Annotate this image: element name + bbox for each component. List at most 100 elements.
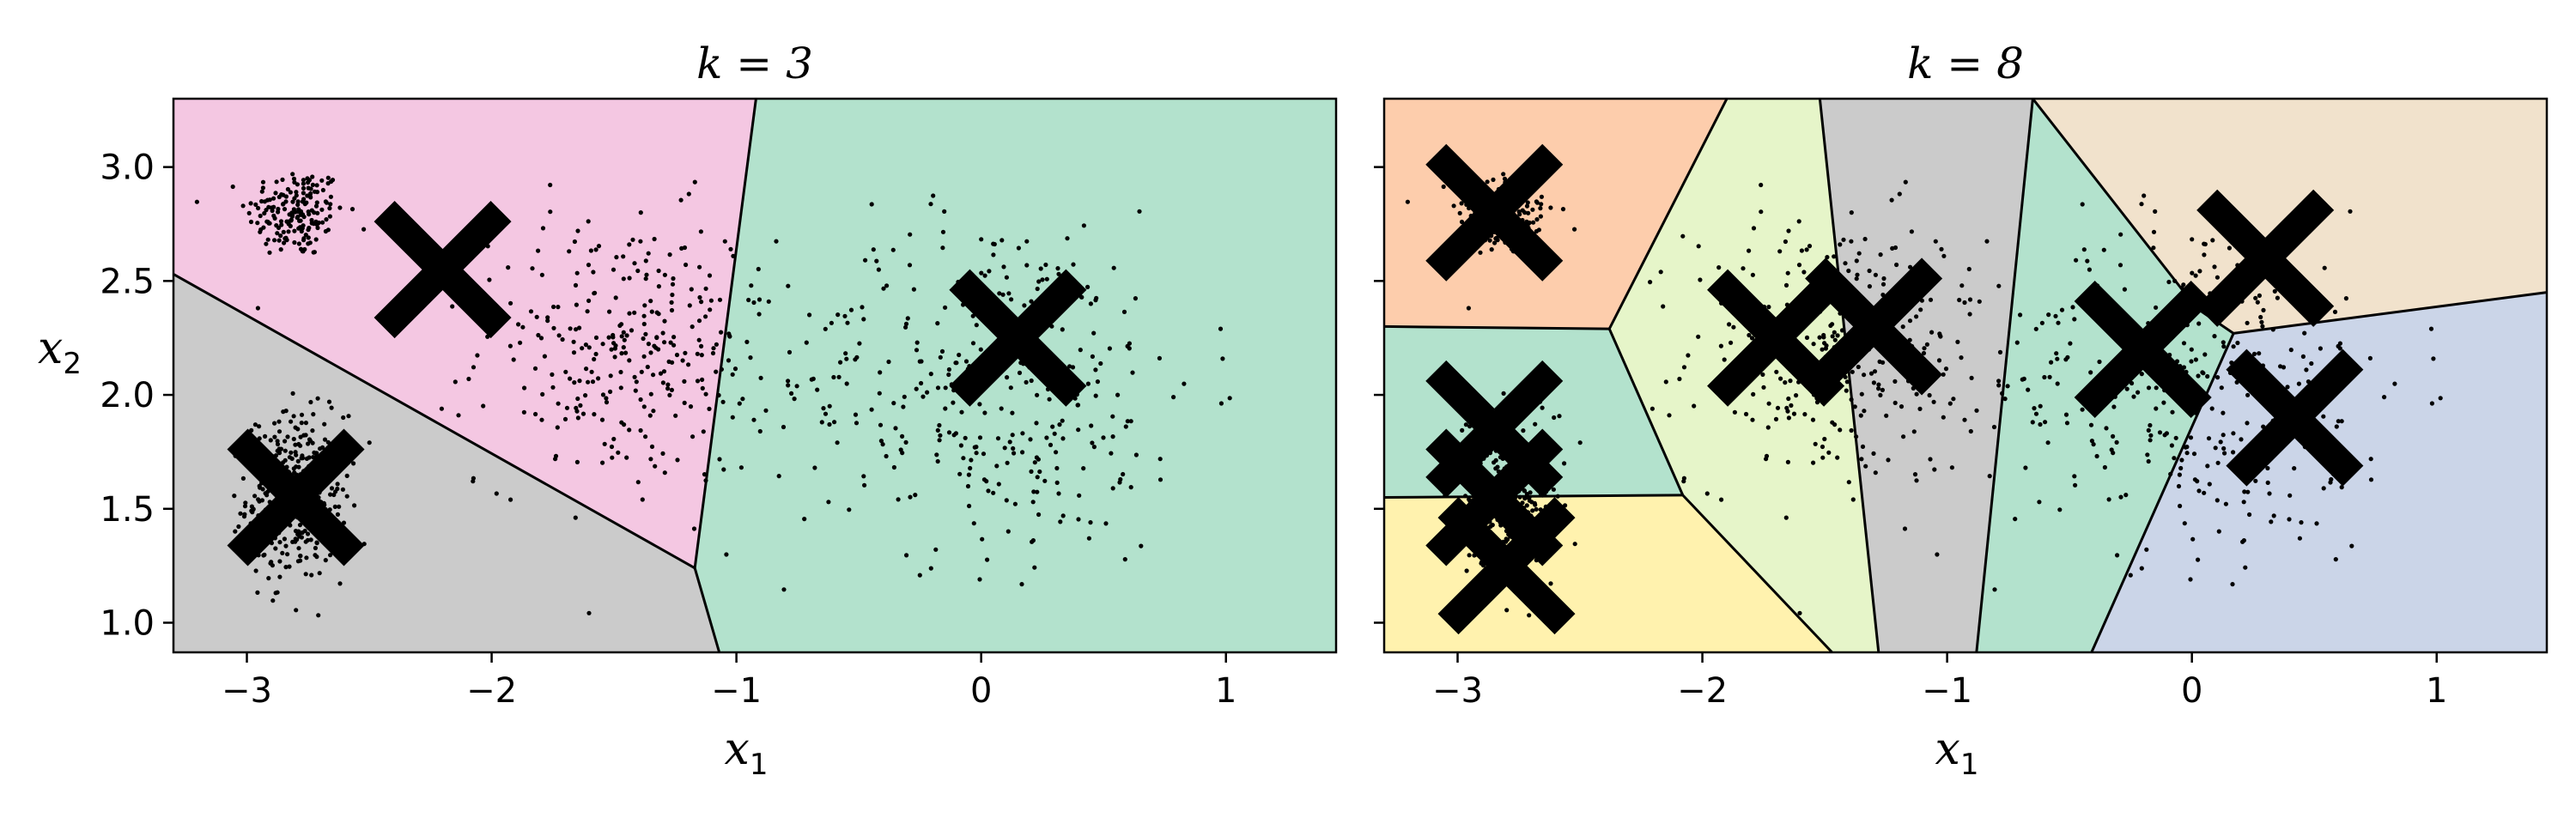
data-point	[2392, 381, 2397, 386]
data-point	[2072, 317, 2077, 322]
data-point	[1071, 262, 1076, 267]
data-point	[819, 420, 824, 425]
data-point	[2314, 521, 2319, 526]
data-point	[1941, 415, 1946, 420]
data-point	[317, 571, 322, 576]
data-point	[2142, 193, 2147, 198]
data-point	[2085, 258, 2090, 264]
data-point	[978, 347, 983, 352]
data-point	[673, 413, 678, 418]
data-point	[281, 202, 286, 207]
data-point	[1081, 466, 1086, 471]
data-point	[643, 331, 648, 336]
data-point	[904, 553, 909, 558]
data-point	[1830, 334, 1835, 339]
data-point	[246, 210, 252, 215]
data-point	[466, 376, 471, 382]
data-point	[1893, 400, 1898, 405]
data-point	[1813, 441, 1818, 446]
data-point	[1811, 460, 1816, 465]
data-point	[1006, 291, 1012, 296]
data-point	[312, 250, 317, 255]
data-point	[728, 246, 733, 251]
data-point	[869, 407, 874, 412]
data-point	[1928, 457, 1933, 462]
data-point	[1010, 433, 1015, 438]
data-point	[1534, 506, 1539, 512]
data-point	[306, 235, 311, 240]
data-point	[2200, 370, 2205, 375]
data-point	[1056, 271, 1061, 276]
data-point	[508, 300, 513, 306]
data-point	[1000, 292, 1005, 297]
data-point	[2088, 370, 2093, 375]
data-point	[337, 205, 343, 210]
data-point	[671, 342, 677, 348]
data-point	[2216, 529, 2221, 534]
data-point	[240, 203, 246, 209]
data-point	[280, 177, 285, 182]
data-point	[675, 457, 680, 463]
data-point	[1078, 348, 1083, 353]
data-point	[1110, 434, 1115, 439]
data-point	[1024, 379, 1029, 385]
data-point	[1133, 452, 1139, 457]
data-point	[1171, 395, 1176, 400]
data-point	[1921, 350, 1927, 356]
x-tick-label: −2	[1677, 671, 1728, 711]
data-point	[1893, 379, 1898, 384]
data-point	[1076, 517, 1081, 522]
data-point	[1060, 436, 1066, 441]
data-point	[1501, 391, 1506, 396]
data-point	[2348, 209, 2353, 214]
data-point	[314, 190, 320, 195]
data-point	[682, 400, 687, 405]
data-point	[641, 321, 647, 327]
data-point	[1951, 397, 1956, 402]
data-point	[1821, 335, 1826, 340]
data-point	[260, 185, 265, 191]
data-point	[2111, 433, 2116, 439]
data-point	[697, 264, 702, 270]
data-point	[2042, 374, 2047, 380]
data-point	[1649, 406, 1655, 411]
data-point	[2297, 536, 2302, 541]
data-point	[273, 591, 278, 596]
data-point	[1783, 515, 1789, 520]
data-point	[703, 314, 708, 319]
data-point	[277, 559, 283, 564]
data-point	[1871, 451, 1876, 457]
data-point	[2068, 341, 2073, 346]
data-point	[1696, 334, 1701, 339]
data-point	[1485, 179, 1490, 185]
data-point	[2000, 391, 2005, 396]
data-point	[291, 207, 296, 212]
y-tick-label: 2.5	[100, 262, 155, 301]
data-point	[283, 439, 288, 444]
data-point	[986, 488, 991, 494]
data-point	[1029, 378, 1034, 384]
data-point	[774, 239, 779, 244]
data-point	[290, 172, 295, 177]
data-point	[1750, 272, 1755, 277]
data-point	[1863, 464, 1868, 469]
data-point	[1791, 411, 1797, 416]
data-point	[683, 350, 688, 355]
data-point	[471, 479, 476, 484]
data-point	[719, 367, 725, 372]
data-point	[1457, 210, 1462, 215]
data-point	[2043, 420, 2048, 425]
data-point	[2221, 410, 2226, 415]
data-point	[1218, 401, 1224, 406]
data-point	[668, 340, 673, 345]
data-point	[243, 500, 248, 506]
data-point	[586, 298, 592, 303]
data-point	[521, 409, 527, 415]
data-point	[1886, 457, 1891, 463]
data-point	[619, 351, 624, 356]
data-point	[270, 208, 275, 214]
data-point	[1744, 411, 1749, 417]
data-point	[1048, 442, 1054, 448]
data-point	[623, 350, 629, 355]
data-point	[560, 336, 565, 342]
